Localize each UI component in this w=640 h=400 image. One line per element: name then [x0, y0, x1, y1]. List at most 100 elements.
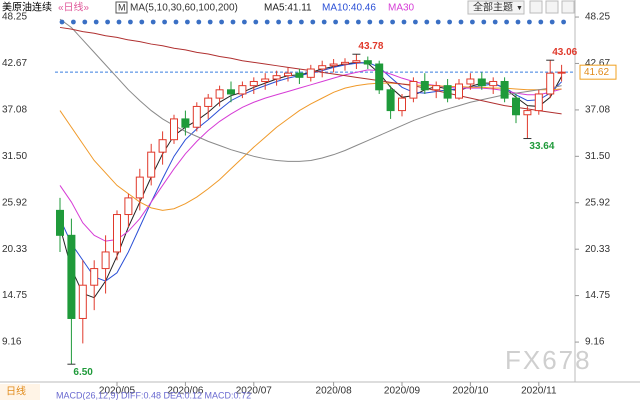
- event-dot: [287, 19, 293, 25]
- event-dot: [264, 19, 270, 25]
- event-dot: [481, 19, 487, 25]
- toolbar-icon[interactable]: [529, 0, 543, 14]
- ma-icon-letter: M: [118, 2, 126, 12]
- event-dot: [59, 19, 65, 25]
- candle-body: [306, 68, 315, 78]
- event-dot: [378, 19, 384, 25]
- candle-body: [284, 72, 292, 77]
- event-dot: [219, 19, 225, 25]
- annotation-label: 6.50: [73, 367, 93, 378]
- plot-area: 48.25 48.25 42.67 42.67 37.08 37.08 31.50 31.50…: [2, 12, 617, 397]
- candle-body: [249, 80, 258, 87]
- indicator-label: MACD(26,12,9) DIFF:0.48 DEA:0.12 MACD:0.…: [56, 390, 251, 400]
- candle-body: [466, 78, 475, 85]
- candle-body: [135, 176, 144, 199]
- event-dot: [93, 19, 99, 25]
- event-dot: [447, 19, 452, 25]
- tab-label: 日线: [6, 385, 26, 398]
- event-dot: [401, 19, 407, 25]
- event-dot: [253, 19, 259, 25]
- candle-body: [477, 78, 486, 87]
- candle-body: [420, 80, 429, 91]
- candle-body: [192, 105, 201, 128]
- event-dot: [310, 19, 316, 25]
- x-tick-label: 2020/08: [316, 386, 353, 397]
- y-tick-label-right: 9.16: [585, 337, 605, 348]
- ma-label: MA(5,10,30,60,100,200): [130, 3, 238, 14]
- x-tick-label: 2020/06: [167, 386, 204, 397]
- candle-body: [352, 60, 361, 63]
- candle-body: [534, 93, 543, 112]
- event-dot: [185, 19, 190, 25]
- annotation-label: 33.64: [529, 141, 554, 152]
- event-dot: [207, 19, 213, 25]
- last-price-box: [579, 64, 617, 80]
- event-dot: [173, 19, 179, 25]
- ma-icon[interactable]: [115, 1, 128, 14]
- candle-body: [455, 83, 463, 99]
- event-dot: [344, 19, 350, 25]
- y-tick-label-right: 20.33: [585, 244, 610, 255]
- y-tick-label: 42.67: [2, 58, 27, 69]
- candle-body: [489, 80, 498, 87]
- ma-line: [59, 18, 562, 162]
- event-dot: [424, 19, 430, 25]
- annotation-label: 43.78: [358, 41, 383, 52]
- y-tick-label: 9.16: [2, 337, 22, 348]
- candle-body: [56, 209, 64, 236]
- event-dot: [458, 19, 464, 25]
- event-dot: [470, 19, 475, 25]
- event-dot: [230, 19, 236, 25]
- event-dot: [116, 19, 122, 25]
- annotation-label: 43.06: [552, 47, 577, 58]
- event-dot: [527, 19, 532, 25]
- y-tick-label: 25.92: [2, 197, 27, 208]
- candle-body: [375, 63, 384, 91]
- candle-body: [272, 75, 281, 80]
- candle-body: [238, 85, 247, 95]
- event-dot: [492, 19, 498, 25]
- y-tick-label-right: 31.50: [585, 151, 610, 162]
- toolbar-icon[interactable]: [545, 0, 559, 14]
- event-dot: [127, 19, 133, 25]
- x-tick-label: 2020/10: [452, 386, 489, 397]
- candle-body: [512, 97, 520, 116]
- y-tick-label: 14.75: [2, 290, 27, 301]
- candle-body: [215, 89, 224, 99]
- tab[interactable]: [0, 384, 40, 400]
- candle-body: [124, 197, 133, 216]
- x-tick-label: 2020/07: [236, 386, 273, 397]
- candle-body: [318, 65, 327, 70]
- candle-body: [181, 118, 190, 128]
- event-dot: [196, 19, 202, 25]
- candle-body: [113, 214, 121, 253]
- candle-body: [546, 72, 555, 95]
- event-dot: [356, 19, 361, 25]
- event-dot: [321, 19, 327, 25]
- theme-button[interactable]: [467, 0, 525, 15]
- y-tick-label: 20.33: [2, 244, 27, 255]
- symbol: 美原油连续: [2, 1, 52, 14]
- x-tick-label: 2020/05: [99, 386, 136, 397]
- last-price-label: 41.62: [584, 67, 609, 78]
- candle-body: [363, 60, 372, 65]
- candle-body: [432, 85, 441, 91]
- candle-body: [78, 284, 87, 319]
- theme-arrow: ▼: [516, 5, 523, 12]
- candle-body: [523, 110, 532, 116]
- event-dot: [367, 19, 373, 25]
- period: «日线»: [58, 1, 90, 14]
- candle-body: [398, 97, 406, 112]
- candle-body: [101, 251, 110, 270]
- y-tick-label-right: 48.25: [585, 12, 610, 23]
- candle-body: [500, 80, 509, 99]
- candle-body: [67, 234, 76, 319]
- y-tick-label-right: 14.75: [585, 290, 610, 301]
- event-dot: [276, 19, 281, 25]
- candle-body: [557, 71, 566, 74]
- ma10-label: MA10:40.46: [322, 3, 376, 14]
- x-tick-label: 2020/09: [384, 386, 421, 397]
- toolbar-icon[interactable]: [561, 0, 575, 14]
- event-dot: [435, 19, 441, 25]
